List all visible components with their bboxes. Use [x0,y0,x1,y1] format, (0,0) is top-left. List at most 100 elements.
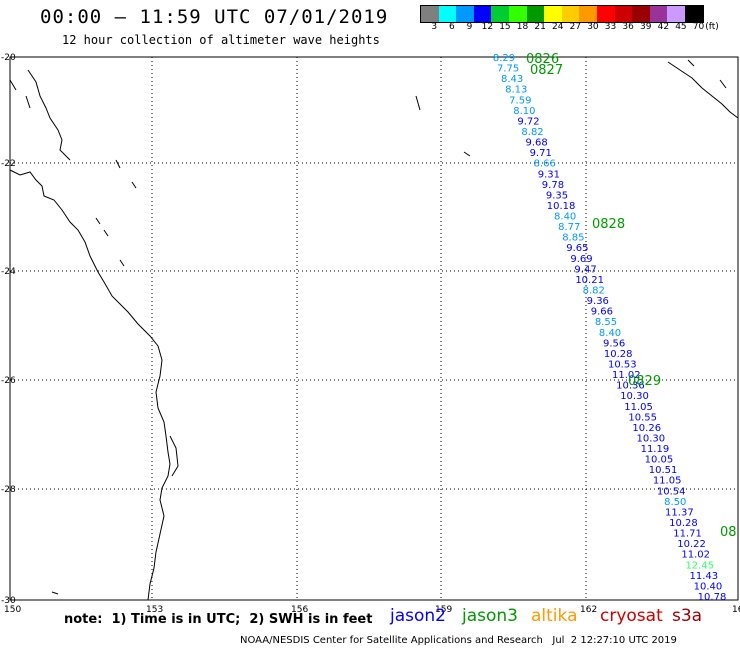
color-scale-label: 36 [622,22,634,32]
swh-value: 9.72 [517,116,539,127]
longitude-label: 150 [4,605,21,615]
color-scale-label: 21 [534,22,546,32]
swh-value: 10.30 [620,391,649,402]
chart-subtitle: 12 hour collection of altimeter wave hei… [62,33,380,47]
swh-value: 10.30 [637,433,666,444]
satellite-legend-item: jason3 [462,606,518,626]
credit-line: NOAA/NESDIS Center for Satellite Applica… [240,635,677,646]
swh-value: 8.40 [599,328,621,339]
latitude-label: -28 [1,485,16,495]
swh-value: 10.21 [575,275,604,286]
color-scale-label: (ft) [705,22,719,32]
swh-value: 11.02 [681,550,710,561]
swh-value: 8.29 [493,53,515,64]
swh-value: 8.55 [595,317,617,328]
satellite-legend-item: cryosat [600,606,663,626]
swh-value: 9.71 [530,148,552,159]
coastline [9,59,739,601]
color-scale-label: 9 [466,22,473,32]
color-scale-label: 45 [675,22,687,32]
color-scale-label: 15 [499,22,511,32]
small-island [51,591,59,595]
swh-value: 9.56 [603,338,625,349]
swh-value: 8.66 [534,159,556,170]
swh-value: 8.82 [521,127,543,138]
swh-value: 10.26 [632,423,661,434]
swh-value: 8.13 [505,85,527,96]
swh-value: 9.78 [542,180,564,191]
swh-value: 12.45 [685,560,714,571]
swh-value: 9.36 [587,296,609,307]
color-swatch [438,6,457,22]
pass-time-label: 0829 [628,374,661,389]
swh-value: 10.22 [677,539,706,550]
color-swatch [667,6,685,22]
footer-note: note: 1) Time is in UTC; 2) SWH is in fe… [64,612,373,627]
swh-value: 10.55 [628,412,657,423]
swh-value: 8.85 [562,233,584,244]
color-swatch [596,6,615,22]
pass-time-label: 0826 [526,52,559,67]
color-swatch [421,6,439,22]
swh-value: 10.28 [669,518,698,529]
swh-value: 11.37 [665,507,694,518]
color-scale-label: 12 [481,22,494,32]
color-swatch [491,6,509,22]
chart-title: 00:00 – 11:59 UTC 07/01/2019 [40,6,389,28]
color-swatch [579,6,597,22]
color-scale-label: 70 [692,22,705,32]
latitude-label: -30 [1,596,16,606]
color-scale-label: 30 [587,22,599,32]
swh-value: 10.18 [547,201,576,212]
swh-value: 10.51 [649,465,678,476]
swh-value: 10.40 [694,581,723,592]
swh-value: 9.68 [525,138,547,149]
longitude-label: 156 [291,605,308,615]
swh-value: 11.05 [624,402,653,413]
pass-time-label: 08 [720,525,737,540]
new-caledonia-islands [687,59,727,89]
swh-value: 11.43 [690,571,719,582]
swh-value: 9.65 [566,243,588,254]
swh-value: 10.53 [608,359,637,370]
satellite-legend-item: altika [531,606,578,626]
swh-value: 10.54 [657,486,686,497]
pass-time-label: 0827 [530,63,563,78]
color-swatch [544,6,562,22]
longitude-label: 165 [732,605,740,615]
swh-value: 9.66 [591,307,613,318]
color-scale-label: 42 [657,22,670,32]
color-swatch [684,6,703,22]
color-scale-label: 6 [449,22,455,32]
color-swatch [561,6,580,22]
swh-value: 11.05 [653,476,682,487]
swh-value: 8.77 [558,222,580,233]
altimeter-track: 8.297.758.438.137.598.109.728.829.689.71… [493,52,737,603]
color-swatch [649,6,668,22]
latitude-label: -20 [1,53,16,63]
swh-value: 11.71 [673,529,702,540]
cape-york-coast [27,69,71,161]
color-swatch [473,6,492,22]
color-scale-label: 24 [552,22,564,32]
color-scale-bar [420,5,704,23]
swh-value: 8.43 [501,74,523,85]
satellite-legend-item: jason2 [390,606,446,626]
color-scale-label: 39 [640,22,652,32]
color-swatch [614,6,633,22]
color-scale-label: 33 [604,22,617,32]
swh-value: 8.50 [664,497,686,508]
longitude-label: 153 [146,605,163,615]
swh-value: 10.05 [645,455,674,466]
color-scale-label: 3 [431,22,438,32]
map-frame [9,56,739,601]
swh-value: 10.36 [616,381,645,392]
swh-value: 8.82 [583,286,605,297]
swh-value: 11.19 [641,444,670,455]
latitude-label: -24 [1,267,16,277]
longitude-label: 162 [580,605,597,615]
swh-value: 8.10 [513,106,535,117]
color-scale-label: 18 [516,22,529,32]
